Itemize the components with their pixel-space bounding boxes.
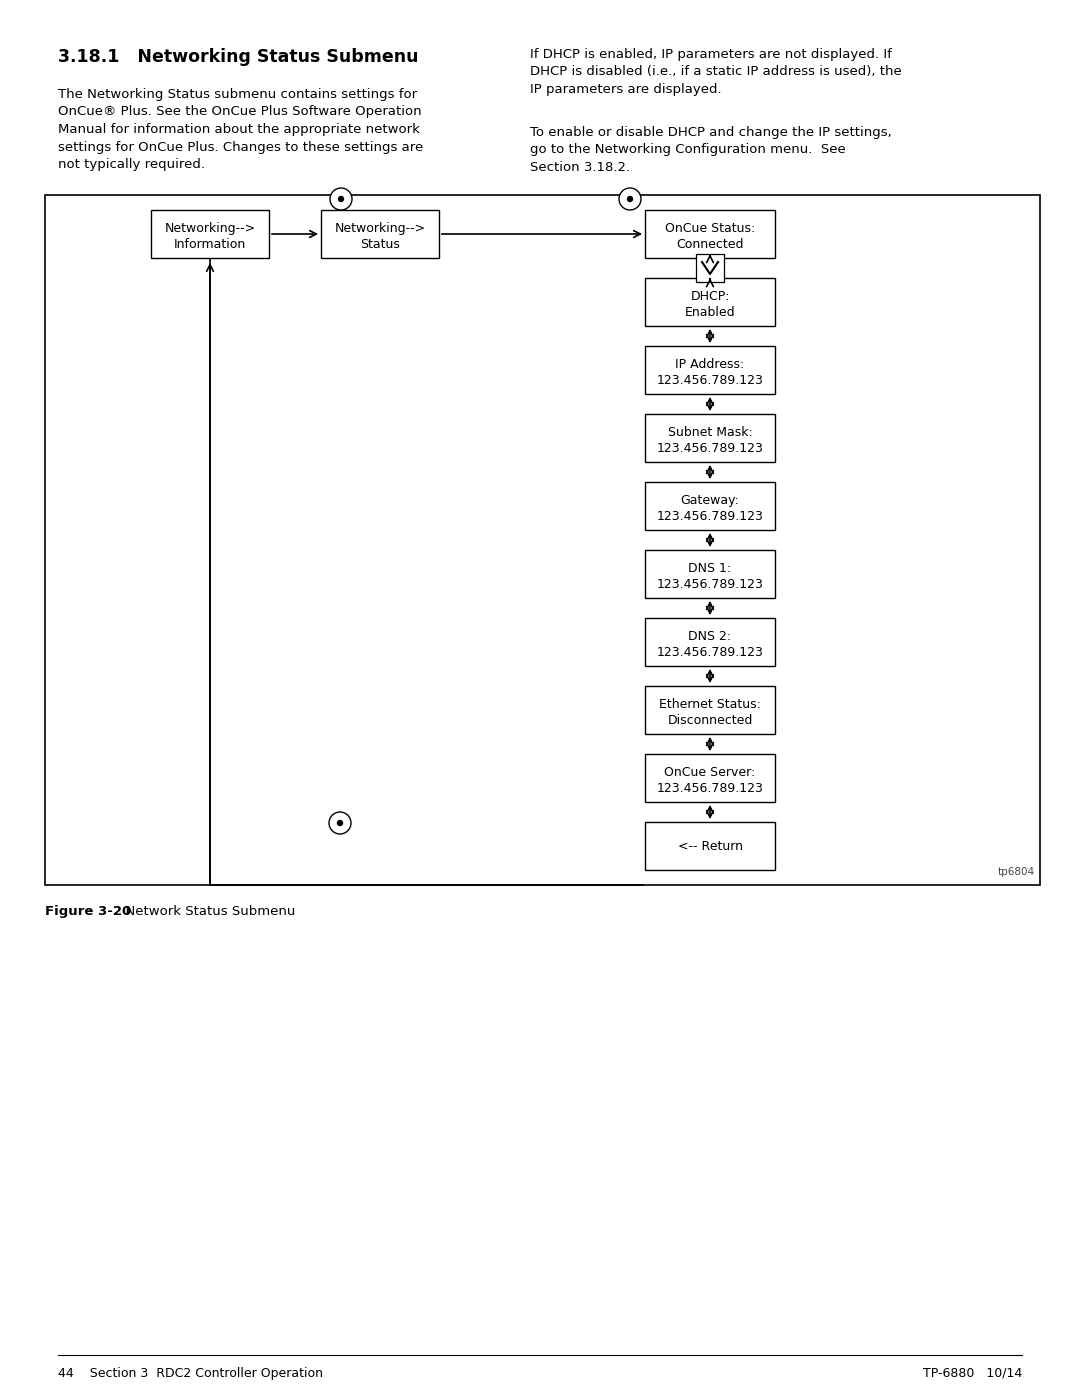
Text: settings for OnCue Plus. Changes to these settings are: settings for OnCue Plus. Changes to thes… bbox=[58, 141, 423, 154]
Circle shape bbox=[619, 189, 642, 210]
Bar bbox=[645, 550, 775, 598]
Text: <-- Return: <-- Return bbox=[677, 840, 743, 852]
Text: Figure 3-20: Figure 3-20 bbox=[45, 905, 132, 918]
Text: OnCue Status:: OnCue Status: bbox=[665, 222, 755, 235]
Bar bbox=[151, 210, 269, 258]
Bar bbox=[321, 210, 438, 258]
Bar bbox=[645, 210, 775, 258]
Bar bbox=[645, 482, 775, 529]
Bar bbox=[45, 196, 1040, 886]
Circle shape bbox=[627, 197, 633, 201]
Text: The Networking Status submenu contains settings for: The Networking Status submenu contains s… bbox=[58, 88, 417, 101]
Circle shape bbox=[329, 812, 351, 834]
Bar bbox=[645, 414, 775, 462]
Text: IP Address:: IP Address: bbox=[675, 358, 744, 370]
Text: DNS 2:: DNS 2: bbox=[688, 630, 731, 643]
Bar bbox=[645, 686, 775, 733]
Text: OnCue Server:: OnCue Server: bbox=[664, 766, 756, 778]
Text: Connected: Connected bbox=[676, 237, 744, 251]
Text: 123.456.789.123: 123.456.789.123 bbox=[657, 578, 764, 591]
Text: 123.456.789.123: 123.456.789.123 bbox=[657, 510, 764, 522]
Text: 123.456.789.123: 123.456.789.123 bbox=[657, 645, 764, 659]
Bar bbox=[645, 346, 775, 394]
Text: not typically required.: not typically required. bbox=[58, 158, 205, 170]
Text: To enable or disable DHCP and change the IP settings,: To enable or disable DHCP and change the… bbox=[530, 126, 892, 138]
Text: DHCP is disabled (i.e., if a static IP address is used), the: DHCP is disabled (i.e., if a static IP a… bbox=[530, 66, 902, 78]
Text: Ethernet Status:: Ethernet Status: bbox=[659, 697, 761, 711]
Text: TP-6880   10/14: TP-6880 10/14 bbox=[922, 1368, 1022, 1380]
Bar bbox=[645, 821, 775, 870]
Bar bbox=[645, 278, 775, 326]
Circle shape bbox=[338, 197, 343, 201]
Text: Networking-->: Networking--> bbox=[335, 222, 426, 235]
Bar bbox=[645, 617, 775, 666]
Text: DNS 1:: DNS 1: bbox=[688, 562, 731, 574]
Text: Status: Status bbox=[360, 237, 400, 251]
Text: OnCue® Plus. See the OnCue Plus Software Operation: OnCue® Plus. See the OnCue Plus Software… bbox=[58, 106, 421, 119]
Text: 123.456.789.123: 123.456.789.123 bbox=[657, 782, 764, 795]
Text: Manual for information about the appropriate network: Manual for information about the appropr… bbox=[58, 123, 420, 136]
Text: Section 3.18.2.: Section 3.18.2. bbox=[530, 161, 630, 175]
Text: Information: Information bbox=[174, 237, 246, 251]
Text: tp6804: tp6804 bbox=[998, 868, 1035, 877]
Bar bbox=[696, 254, 724, 282]
Text: 123.456.789.123: 123.456.789.123 bbox=[657, 374, 764, 387]
Text: DHCP:: DHCP: bbox=[690, 289, 730, 303]
Text: Network Status Submenu: Network Status Submenu bbox=[117, 905, 295, 918]
Text: 3.18.1   Networking Status Submenu: 3.18.1 Networking Status Submenu bbox=[58, 47, 419, 66]
Circle shape bbox=[330, 189, 352, 210]
Text: IP parameters are displayed.: IP parameters are displayed. bbox=[530, 82, 721, 96]
Text: Subnet Mask:: Subnet Mask: bbox=[667, 426, 753, 439]
Circle shape bbox=[337, 820, 342, 826]
Text: 44    Section 3  RDC2 Controller Operation: 44 Section 3 RDC2 Controller Operation bbox=[58, 1368, 323, 1380]
Text: Networking-->: Networking--> bbox=[164, 222, 256, 235]
Text: Gateway:: Gateway: bbox=[680, 493, 740, 507]
Text: go to the Networking Configuration menu.  See: go to the Networking Configuration menu.… bbox=[530, 144, 846, 156]
Text: Enabled: Enabled bbox=[685, 306, 735, 319]
Text: If DHCP is enabled, IP parameters are not displayed. If: If DHCP is enabled, IP parameters are no… bbox=[530, 47, 892, 61]
Text: 123.456.789.123: 123.456.789.123 bbox=[657, 441, 764, 455]
Bar bbox=[645, 754, 775, 802]
Text: Disconnected: Disconnected bbox=[667, 714, 753, 726]
